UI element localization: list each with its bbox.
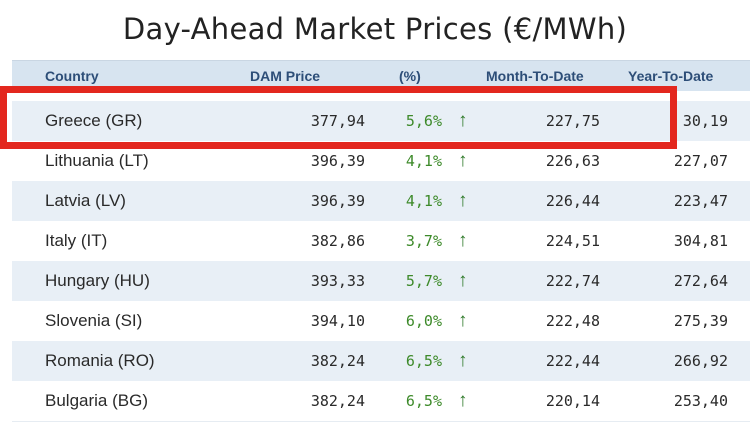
ytd-cell: 272,64 [673,272,728,290]
column-header-price[interactable]: DAM Price [250,68,321,84]
table-row[interactable]: Greece (GR) 377,94 5,6% ↑ 227,75 30,19 [12,101,750,142]
ytd-cell: 266,92 [673,352,728,370]
country-cell: Bulgaria (BG) [45,391,148,410]
arrow-up-icon: ↑ [458,150,468,171]
pct-cell: 5,6% [405,112,442,130]
pct-cell: 3,7% [405,232,442,250]
table-row[interactable]: Latvia (LV) 396,39 4,1% ↑ 226,44 223,47 [12,181,750,222]
table-row[interactable]: Slovenia (SI) 394,10 6,0% ↑ 222,48 275,3… [12,301,750,342]
mtd-cell: 222,48 [545,312,600,330]
column-header-mtd[interactable]: Month-To-Date [486,68,584,84]
price-cell: 396,39 [310,192,365,210]
pct-cell: 6,5% [405,352,442,370]
country-cell: Hungary (HU) [45,271,150,290]
price-cell: 396,39 [310,152,365,170]
table-row[interactable]: Italy (IT) 382,86 3,7% ↑ 224,51 304,81 [12,221,750,262]
pct-cell: 6,0% [405,312,442,330]
table-row[interactable]: Bulgaria (BG) 382,24 6,5% ↑ 220,14 253,4… [12,381,750,422]
country-cell: Latvia (LV) [45,191,126,210]
arrow-up-icon: ↑ [458,350,468,371]
pct-cell: 6,5% [405,392,442,410]
column-header-country[interactable]: Country [45,68,99,84]
ytd-cell: 227,07 [673,152,728,170]
arrow-up-icon: ↑ [458,390,468,411]
mtd-cell: 220,14 [545,392,600,410]
price-cell: 394,10 [310,312,365,330]
arrow-up-icon: ↑ [458,270,468,291]
ytd-cell: 30,19 [682,112,728,130]
mtd-cell: 227,75 [545,112,600,130]
ytd-cell: 253,40 [673,392,728,410]
arrow-up-icon: ↑ [458,190,468,211]
mtd-cell: 226,63 [545,152,600,170]
country-cell: Greece (GR) [45,111,143,130]
market-prices-table: Country DAM Price (%) Month-To-Date Year… [12,60,750,431]
mtd-cell: 222,44 [545,352,600,370]
mtd-cell: 224,51 [545,232,600,250]
pct-cell: 4,1% [405,192,442,210]
arrow-up-icon: ↑ [458,230,468,251]
price-cell: 382,24 [310,392,365,410]
column-header-pct[interactable]: (%) [399,68,421,84]
table-row[interactable]: Hungary (HU) 393,33 5,7% ↑ 222,74 272,64 [12,261,750,302]
ytd-cell: 304,81 [673,232,728,250]
pct-cell: 5,7% [405,272,442,290]
ytd-cell: 275,39 [673,312,728,330]
price-cell: 377,94 [310,112,365,130]
arrow-up-icon: ↑ [458,110,468,131]
price-cell: 393,33 [310,272,365,290]
column-header-ytd[interactable]: Year-To-Date [628,68,714,84]
mtd-cell: 226,44 [545,192,600,210]
mtd-cell: 222,74 [545,272,600,290]
arrow-up-icon: ↑ [458,310,468,331]
country-cell: Italy (IT) [45,231,108,250]
ytd-cell: 223,47 [673,192,728,210]
price-cell: 382,86 [310,232,365,250]
country-cell: Romania (RO) [45,351,155,370]
table-row[interactable]: Romania (RO) 382,24 6,5% ↑ 222,44 266,92 [12,341,750,382]
page-title: Day-Ahead Market Prices (€/MWh) [122,12,628,46]
country-cell: Slovenia (SI) [45,311,143,330]
highlight-frame [0,86,677,149]
country-cell: Lithuania (LT) [45,151,149,170]
price-cell: 382,24 [310,352,365,370]
pct-cell: 4,1% [405,152,442,170]
